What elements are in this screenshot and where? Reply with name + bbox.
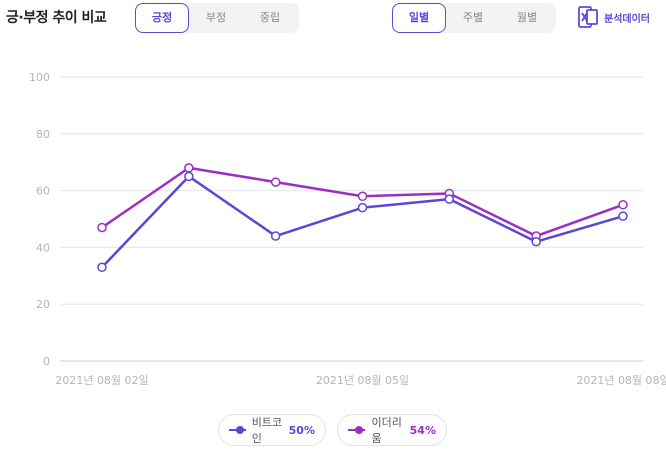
data-point xyxy=(184,171,194,182)
legend-swatch-ethereum xyxy=(348,425,366,435)
excel-icon xyxy=(578,6,598,28)
tab-monthly[interactable]: 월별 xyxy=(516,11,538,24)
data-point xyxy=(184,163,194,173)
series-line-2 xyxy=(101,166,624,238)
tab-daily[interactable]: 일별 xyxy=(392,3,446,33)
data-point xyxy=(270,231,281,241)
legend-swatch-bitcoin xyxy=(229,425,246,435)
y-tick-label: 60 xyxy=(36,185,50,198)
tab-negative[interactable]: 부정 xyxy=(205,11,227,24)
legend-item-ethereum[interactable]: 이더리움 54% xyxy=(337,414,447,446)
tab-neutral[interactable]: 중립 xyxy=(259,11,281,24)
legend-label: 이더리움 xyxy=(371,416,402,445)
tab-positive[interactable]: 긍정 xyxy=(135,3,189,33)
chart-title: 긍·부정 추이 비교 xyxy=(6,10,107,26)
data-point xyxy=(97,262,107,273)
y-tick-label: 20 xyxy=(36,298,50,311)
y-tick-label: 0 xyxy=(43,355,50,368)
data-point xyxy=(531,236,541,247)
x-tick-label: 2021년 08월 02일 xyxy=(55,373,148,387)
tab-weekly[interactable]: 주별 xyxy=(462,11,484,24)
x-tick-label: 2021년 08월 05일 xyxy=(316,373,409,387)
chart-grid xyxy=(60,76,643,362)
legend-label: 비트코인 xyxy=(251,416,283,445)
data-point xyxy=(357,202,368,213)
legend-percent: 50% xyxy=(288,423,315,437)
data-point xyxy=(97,222,107,233)
legend-item-bitcoin[interactable]: 비트코인 50% xyxy=(218,414,326,446)
legend-percent: 54% xyxy=(409,423,436,437)
period-tab-group: 일별 주별 월별 xyxy=(392,3,556,33)
chart-series xyxy=(97,163,628,273)
data-point xyxy=(270,177,281,187)
y-axis-labels: 0 20 40 60 80 100 xyxy=(29,71,50,368)
y-tick-label: 100 xyxy=(29,71,50,84)
data-point xyxy=(618,200,628,210)
export-data-button[interactable]: 분석데이터 xyxy=(578,6,650,28)
y-tick-label: 80 xyxy=(36,128,50,141)
data-point xyxy=(618,211,628,221)
x-axis-labels: 2021년 08월 02일 2021년 08월 05일 2021년 08월 08일 xyxy=(55,373,666,387)
series-line-1 xyxy=(101,175,624,269)
sentiment-tab-group: 긍정 부정 중립 xyxy=(135,3,299,33)
y-tick-label: 40 xyxy=(36,241,50,254)
x-tick-label: 2021년 08월 08일 xyxy=(576,373,666,387)
export-label: 분석데이터 xyxy=(604,13,650,25)
data-point xyxy=(444,194,455,204)
data-point xyxy=(357,191,368,202)
